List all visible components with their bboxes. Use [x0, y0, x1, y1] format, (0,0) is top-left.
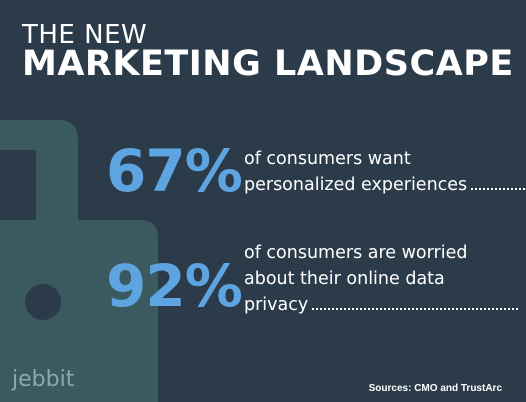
stat-line: of consumers want — [244, 149, 411, 169]
stat-text-consumers-privacy: of consumers are worried about their onl… — [244, 240, 519, 318]
brand-logo: jebbit — [12, 367, 75, 392]
dotted-leader — [312, 306, 519, 310]
sources-note: Sources: CMO and TrustArc — [368, 383, 502, 394]
stat-line-with-leader: privacy — [244, 292, 519, 318]
title-line-1: THE NEW — [22, 20, 148, 50]
stat-value-consumers-privacy: 92% — [106, 252, 243, 320]
stat-line: of consumers are worried — [244, 243, 468, 263]
page-title: MARKETING LANDSCAPE — [22, 44, 514, 84]
stat-line: personalized experiences — [244, 175, 468, 195]
dotted-leader — [471, 186, 526, 190]
stat-line-with-leader: personalized experiences — [244, 172, 526, 198]
stat-value-consumers-personalized: 67% — [106, 137, 243, 205]
stat-line: about their online data — [244, 269, 445, 289]
stat-text-consumers-personalized: of consumers want personalized experienc… — [244, 146, 526, 198]
stat-line: privacy — [244, 295, 309, 315]
